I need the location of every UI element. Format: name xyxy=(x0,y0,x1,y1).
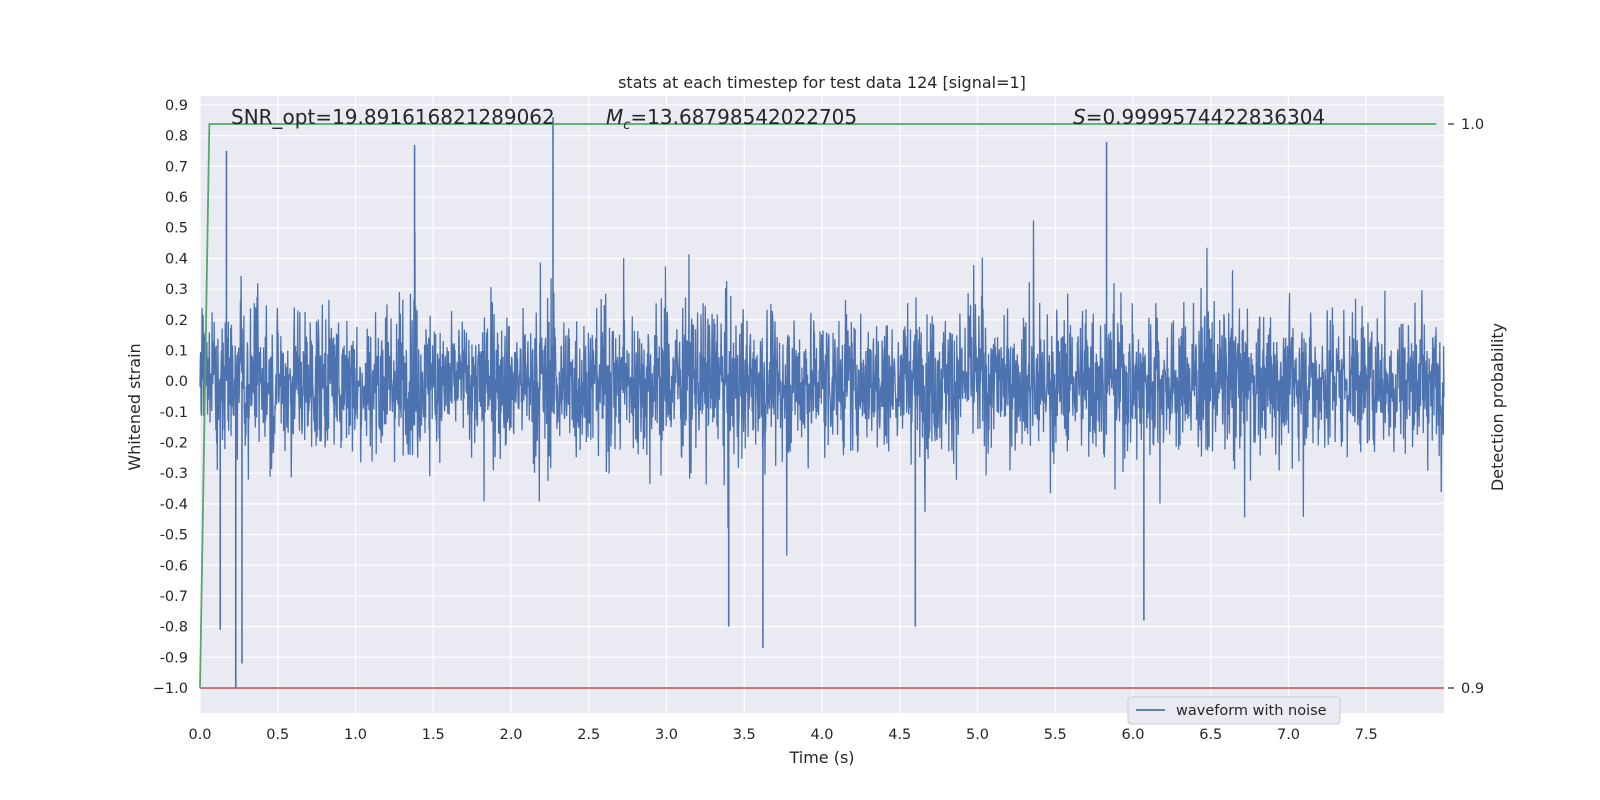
waveform-with-noise-line xyxy=(199,220,1445,556)
mc-symbol: M xyxy=(606,105,623,129)
x-tick-label: 7.0 xyxy=(1277,727,1300,743)
y-tick-label: 0.6 xyxy=(165,190,188,206)
x-tick-label: 0.5 xyxy=(266,727,289,743)
y-tick-label: 0.5 xyxy=(165,221,188,237)
y-tick-label: -0.6 xyxy=(160,558,188,574)
x-tick-label: 1.5 xyxy=(422,727,445,743)
mc-subscript: c xyxy=(623,118,630,133)
x-tick-label: 4.5 xyxy=(888,727,911,743)
detection-probability-line xyxy=(199,123,1437,689)
x-axis-ticks: 0.0 0.5 1.0 1.5 2.0 2.5 3.0 3.5 4.0 4.5 5.0 5.5 6.0 6… xyxy=(188,727,1377,743)
y-tick-label: -0.3 xyxy=(160,466,188,482)
y-tick-label: 0.1 xyxy=(165,343,188,359)
x-tick-label: 1.0 xyxy=(344,727,367,743)
y2-axis-label: Detection probability xyxy=(1488,323,1507,491)
y-tick-label: −1.0 xyxy=(153,681,188,697)
y-tick-label: -0.4 xyxy=(160,497,188,513)
x-tick-label: 5.5 xyxy=(1044,727,1067,743)
x-tick-label: 2.5 xyxy=(577,727,600,743)
y-axis-label: Whitened strain xyxy=(125,343,144,470)
y-tick-label: -0.2 xyxy=(160,436,188,452)
y2-tick-label: 1.0 xyxy=(1461,117,1484,133)
chirp-mass-annotation: Mc=13.68798542022705 xyxy=(606,105,857,133)
chart-title: stats at each timestep for test data 124… xyxy=(618,73,1026,92)
y2-tick-label: 0.9 xyxy=(1461,681,1484,697)
x-tick-label: 6.5 xyxy=(1199,727,1222,743)
s-annotation: S=0.9999574422836304 xyxy=(1073,105,1325,129)
y-tick-label: -0.5 xyxy=(160,528,188,544)
s-symbol: S xyxy=(1073,105,1086,129)
y-tick-label: 0.3 xyxy=(165,282,188,298)
y-tick-label: -0.7 xyxy=(160,589,188,605)
legend: waveform with noise xyxy=(1127,696,1341,725)
x-tick-label: 7.5 xyxy=(1355,727,1378,743)
x-tick-label: 3.5 xyxy=(733,727,756,743)
y-tick-label: -0.8 xyxy=(160,620,188,636)
y-tick-label: 0.2 xyxy=(165,313,188,329)
mc-value: =13.68798542022705 xyxy=(630,105,857,129)
x-tick-label: 2.0 xyxy=(499,727,522,743)
legend-label-waveform: waveform with noise xyxy=(1176,703,1327,719)
snr-annotation: SNR_opt=19.891616821289062 xyxy=(231,105,555,129)
y-tick-label: 0.9 xyxy=(165,98,188,114)
y-tick-label: -0.9 xyxy=(160,650,188,666)
y-axis-ticks: 0.9 0.8 0.7 0.6 0.5 0.4 0.3 0.2 0.1 0.0 -0.1 -0.2 -0… xyxy=(153,98,188,697)
legend-box xyxy=(1127,696,1341,725)
x-tick-label: 0.0 xyxy=(188,727,211,743)
y2-axis-ticks: 1.0 0.9 xyxy=(1448,117,1484,697)
x-tick-label: 6.0 xyxy=(1121,727,1144,743)
y-tick-label: 0.7 xyxy=(165,159,188,175)
s-value: =0.9999574422836304 xyxy=(1086,105,1325,129)
x-tick-label: 3.0 xyxy=(655,727,678,743)
x-tick-label: 5.0 xyxy=(966,727,989,743)
y-tick-label: 0.4 xyxy=(165,251,188,267)
plot-area xyxy=(199,117,1445,689)
x-tick-label: 4.0 xyxy=(810,727,833,743)
y-tick-label: -0.1 xyxy=(160,405,188,421)
y-tick-label: 0.8 xyxy=(165,129,188,145)
y-tick-label: 0.0 xyxy=(165,374,188,390)
x-axis-label: Time (s) xyxy=(788,748,854,767)
